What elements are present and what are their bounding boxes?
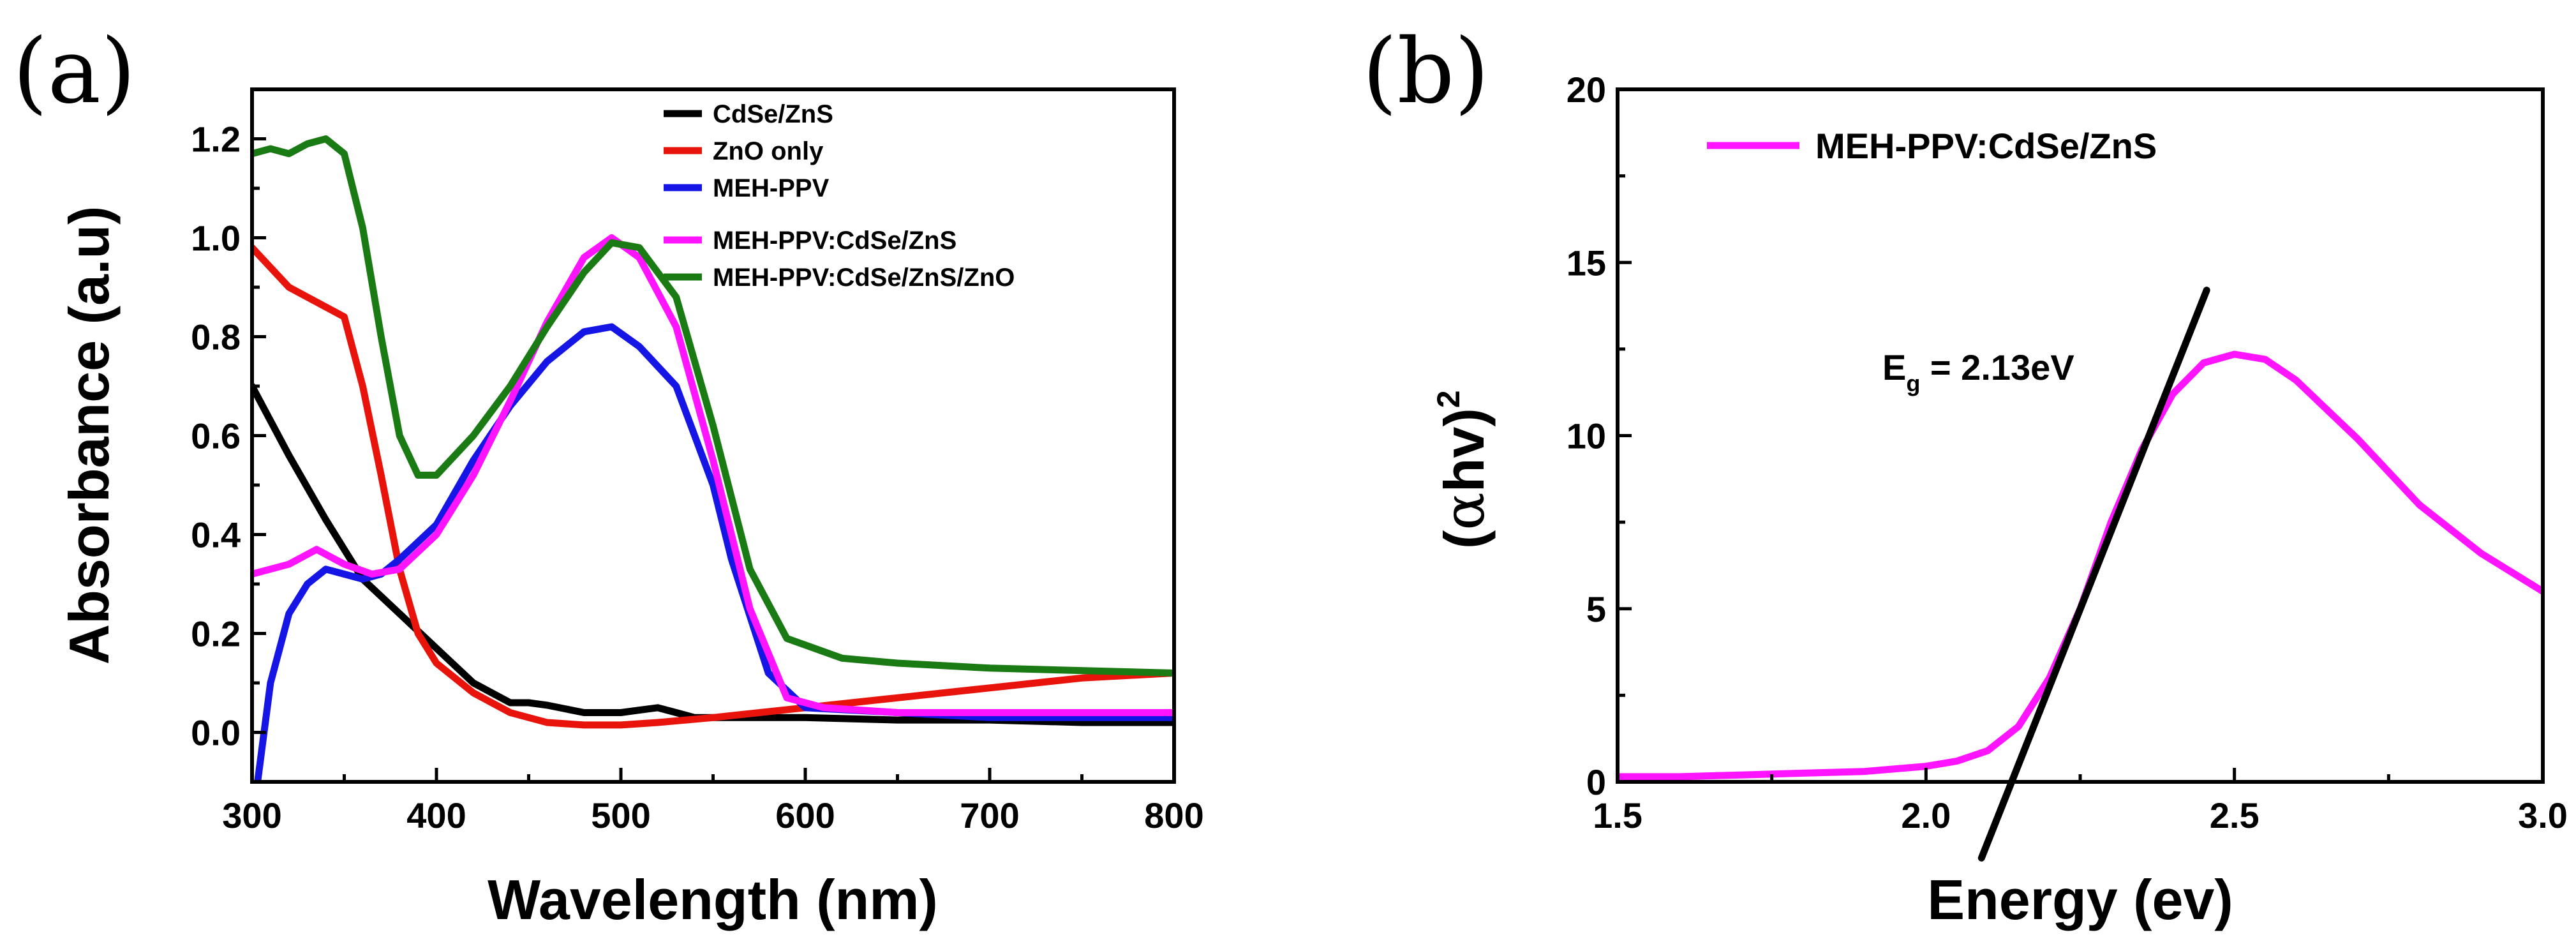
- y-tick-label-a-5: 1.0: [191, 218, 241, 258]
- y-tick-label-b-2: 10: [1567, 416, 1606, 456]
- x-tick-label-b-0: 1.5: [1593, 795, 1642, 835]
- series-line-meh-ppv-cdse-zns-panel-a: [252, 234, 1174, 716]
- x-tick-label-a-5: 800: [1144, 795, 1203, 835]
- x-tick-label-a-2: 500: [591, 795, 650, 835]
- legend-label-meh-ppv: MEH-PPV: [713, 174, 830, 202]
- series-line-meh-ppv-cdse-zns-panel-b: [1618, 350, 2543, 781]
- panel-b-y-title-hv: hv): [1433, 408, 1496, 492]
- panel-b-ticks-group: 1.5 2.0 2.5 3.0 0 5 10 15 20: [1567, 70, 2568, 835]
- x-tick-label-a-3: 600: [775, 795, 835, 835]
- series-line-zno-only-panel-a: [252, 244, 1174, 729]
- legend-label-meh-ppv-cdse-zns: MEH-PPV:CdSe/ZnS: [713, 227, 957, 255]
- legend-label-cdse-zns: CdSe/ZnS: [713, 100, 833, 128]
- panel-a-series-group: [252, 135, 1174, 782]
- y-tick-label-a-4: 0.8: [191, 317, 241, 357]
- panel-a-ticks-group: 300 400 500 600 700 800 0.0 0.2 0.4 0.6 0.8 1.0 1.2: [191, 119, 1204, 836]
- bandgap-annotation-e: E: [1882, 347, 1906, 387]
- panel-a-plot-area: [252, 135, 1174, 782]
- y-tick-label-a-2: 0.4: [191, 515, 241, 555]
- panel-b-y-axis-title: (αhv)2: [1431, 390, 1497, 549]
- panel-b-plot-frame: [1616, 87, 2545, 784]
- bandgap-annotation-sub: g: [1906, 370, 1920, 396]
- panel-b: (b) 1.5 2.0 2.5 3.0 0 5 10 15 20 Energy (ev) (αh…: [1362, 20, 2568, 931]
- y-tick-label-b-0: 0: [1586, 762, 1606, 802]
- series-line-meh-ppv-panel-a: [254, 323, 1174, 782]
- legend-label-b-meh-ppv-cdse-zns: MEH-PPV:CdSe/ZnS: [1815, 126, 2157, 166]
- panel-b-plot-area: [1618, 350, 2543, 781]
- series-line-meh-ppv-cdse-zns-zno-panel-a: [252, 135, 1174, 677]
- y-tick-label-b-1: 5: [1586, 589, 1606, 629]
- panel-b-label: (b): [1362, 20, 1489, 124]
- panel-b-legend: MEH-PPV:CdSe/ZnS: [1707, 126, 2157, 166]
- y-tick-label-a-1: 0.2: [191, 614, 241, 654]
- x-tick-label-b-3: 3.0: [2518, 795, 2568, 835]
- bandgap-annotation: Eg = 2.13eV: [1882, 347, 2074, 396]
- x-tick-label-a-0: 300: [222, 795, 281, 835]
- panel-b-y-title-alpha: α: [1431, 492, 1497, 530]
- y-tick-label-a-0: 0.0: [191, 713, 241, 753]
- x-tick-label-b-2: 2.5: [2210, 795, 2260, 835]
- y-tick-label-b-4: 20: [1567, 70, 1606, 110]
- y-tick-label-a-6: 1.2: [191, 119, 241, 160]
- panel-a-legend: CdSe/ZnS ZnO only MEH-PPV MEH-PPV:CdSe/Z…: [664, 100, 1015, 292]
- panel-b-y-title-open: (: [1433, 530, 1496, 549]
- legend-label-meh-ppv-cdse-zns-zno: MEH-PPV:CdSe/ZnS/ZnO: [713, 264, 1015, 292]
- panel-a-plot-frame: [250, 87, 1176, 784]
- panel-b-series-group: [1618, 287, 2543, 862]
- x-tick-label-a-1: 400: [406, 795, 466, 835]
- series-line-tangent-fit-panel-b: [1977, 287, 2210, 862]
- y-tick-label-b-3: 15: [1567, 243, 1606, 283]
- series-line-cdse-zns-panel-a: [252, 382, 1174, 726]
- panel-b-x-axis-title: Energy (ev): [1927, 868, 2233, 931]
- panel-a-y-axis-title: Absorbance (a.u): [57, 206, 121, 665]
- panel-b-y-title-sup: 2: [1431, 390, 1466, 408]
- y-tick-label-a-3: 0.6: [191, 416, 241, 456]
- x-tick-label-a-4: 700: [960, 795, 1019, 835]
- panel-a-label: (a): [13, 20, 136, 124]
- panel-a: (a) 300 400 500 600 700 800 0.0 0.2 0.4 0.6 0.8 1.0…: [13, 20, 1204, 931]
- bandgap-annotation-value: = 2.13eV: [1920, 347, 2074, 387]
- x-tick-label-b-1: 2.0: [1901, 795, 1951, 835]
- panel-a-x-axis-title: Wavelength (nm): [488, 868, 938, 931]
- legend-label-zno-only: ZnO only: [713, 137, 824, 165]
